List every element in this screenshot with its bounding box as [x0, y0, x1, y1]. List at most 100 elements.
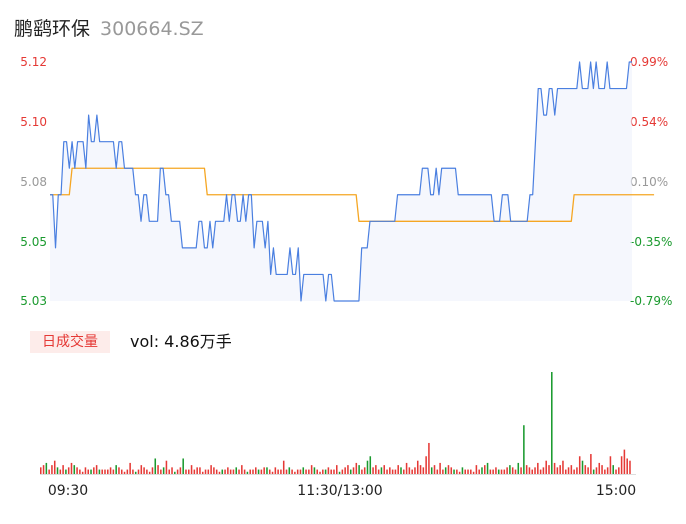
volume-bar: [179, 467, 182, 474]
volume-bar: [296, 469, 299, 474]
volume-bar: [185, 469, 187, 474]
x-tick-label: 11:30/13:00: [297, 483, 382, 499]
volume-bar: [461, 467, 464, 474]
volume-bar: [146, 469, 148, 474]
volume-bar: [341, 469, 344, 474]
volume-bar: [277, 469, 279, 474]
volume-bar: [397, 465, 399, 474]
volume-bar: [442, 469, 444, 474]
volume-bar: [93, 467, 95, 474]
volume-bar: [578, 456, 581, 474]
volume-bar: [319, 471, 321, 474]
volume-bar: [310, 465, 313, 474]
volume-bar: [154, 458, 157, 474]
volume-bar: [260, 469, 263, 474]
volume-bar: [162, 467, 165, 474]
x-tick-label: 15:00: [596, 483, 636, 499]
volume-bar: [500, 469, 503, 474]
volume-bar: [76, 467, 78, 474]
volume-bar: [45, 462, 48, 474]
volume-bar: [615, 469, 617, 474]
y-left-tick-label: 5.12: [20, 55, 47, 69]
volume-bar: [590, 454, 592, 474]
volume-bar: [266, 467, 268, 474]
volume-bar: [380, 467, 383, 474]
y-left-tick-label: 5.03: [20, 294, 47, 308]
volume-bar: [573, 469, 575, 474]
volume-bar: [559, 465, 561, 474]
volume-bar: [416, 460, 419, 474]
volume-bar: [386, 469, 388, 474]
volume-bar: [115, 465, 117, 474]
volume-bar: [604, 469, 606, 474]
y-right-tick-label: 0.54%: [630, 115, 668, 129]
volume-bar: [165, 460, 168, 474]
volume-bar: [243, 469, 246, 474]
volume-bar: [534, 467, 536, 474]
volume-bar: [263, 467, 265, 474]
volume-bar: [229, 469, 232, 474]
y-right-tick-label: -0.79%: [630, 294, 672, 308]
volume-bar: [375, 465, 377, 474]
volume-bar: [584, 465, 587, 474]
volume-bar: [238, 469, 240, 474]
volume-bar: [595, 467, 598, 474]
volume-bar: [40, 467, 42, 474]
y-right-tick-label: -0.35%: [630, 235, 672, 249]
volume-bar: [210, 465, 212, 474]
volume-bar: [129, 462, 131, 474]
volume-bar: [73, 465, 76, 474]
volume-bar: [196, 467, 198, 474]
volume-bar: [252, 469, 254, 474]
volume-bar: [531, 469, 534, 474]
x-tick-label: 09:30: [48, 483, 88, 499]
volume-bar: [316, 469, 318, 474]
volume-bar: [174, 471, 176, 474]
volume-bar: [601, 465, 603, 474]
y-left-tick-label: 5.08: [20, 175, 47, 189]
volume-bar: [414, 467, 416, 474]
volume-readout: vol: 4.86万手: [130, 332, 232, 351]
volume-bar: [107, 469, 109, 474]
volume-bar: [456, 469, 458, 474]
volume-bar: [553, 462, 556, 474]
volume-bar: [623, 449, 626, 474]
volume-bar: [123, 471, 126, 474]
volume-bar: [389, 467, 391, 474]
price-area: [50, 62, 632, 301]
volume-bar: [288, 467, 291, 474]
volume-bar: [42, 465, 45, 474]
volume-bar: [606, 467, 609, 474]
volume-bar: [330, 469, 332, 474]
volume-bar: [486, 462, 489, 474]
volume-bar: [59, 469, 62, 474]
volume-bar: [405, 462, 408, 474]
volume-bar: [629, 460, 631, 474]
volume-bar: [475, 465, 478, 474]
volume-bar: [207, 469, 210, 474]
volume-bar: [564, 469, 567, 474]
volume-bar: [322, 469, 324, 474]
volume-bar: [511, 467, 514, 474]
volume-bar: [299, 469, 302, 474]
volume-bar: [84, 467, 87, 474]
volume-bar: [497, 469, 500, 474]
volume-bar: [551, 372, 553, 474]
volume-bar: [143, 467, 145, 474]
volume-bar: [523, 425, 525, 474]
volume-bar: [98, 469, 101, 474]
volume-bar: [81, 471, 84, 474]
volume-bar: [598, 462, 601, 474]
volume-bar: [291, 469, 293, 474]
volume-bar: [609, 456, 612, 474]
volume-bar: [171, 467, 173, 474]
volume-bar: [160, 469, 162, 474]
volume-bar: [528, 467, 531, 474]
volume-bar: [324, 469, 327, 474]
volume-bar: [215, 469, 218, 474]
volume-bar: [478, 469, 480, 474]
volume-bar: [62, 465, 64, 474]
volume-bar: [444, 467, 447, 474]
volume-bar: [204, 469, 207, 474]
